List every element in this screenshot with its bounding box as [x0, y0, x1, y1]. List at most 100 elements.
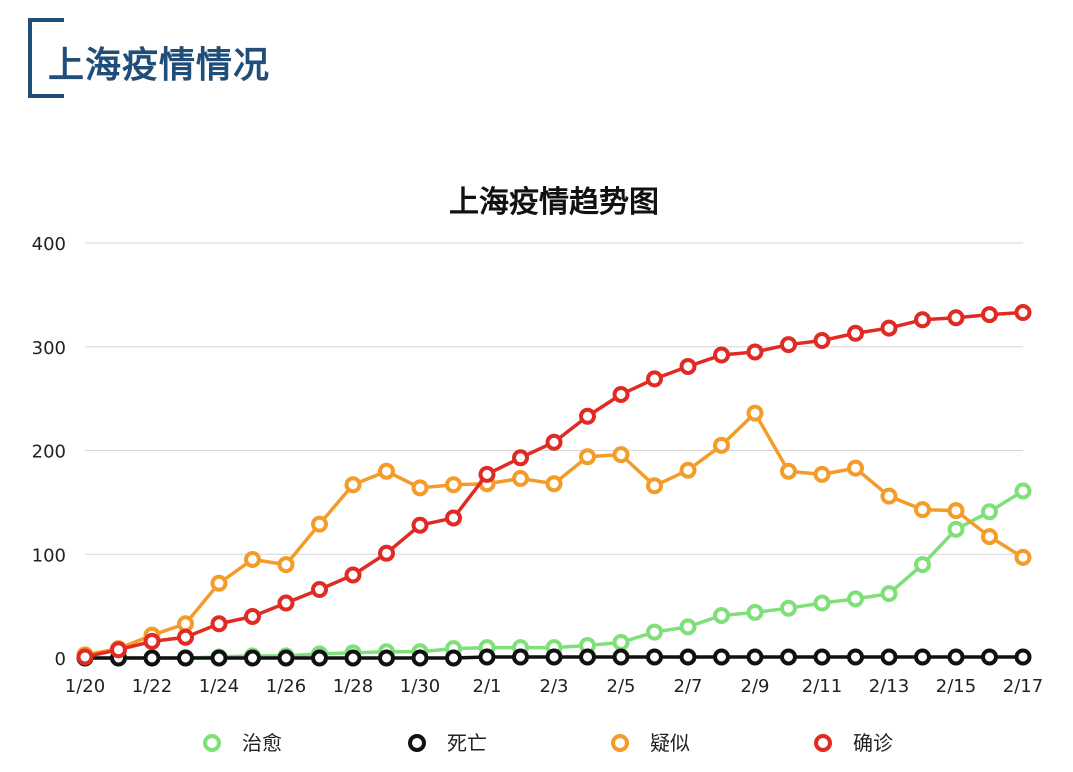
data-point — [244, 550, 261, 568]
data-point — [478, 465, 496, 483]
data-point — [847, 648, 864, 666]
y-tick-label: 200 — [32, 442, 66, 463]
data-point — [1014, 482, 1032, 500]
data-point — [378, 544, 395, 562]
data-point — [579, 407, 596, 425]
legend-label: 死亡 — [447, 731, 487, 755]
data-point — [981, 503, 998, 521]
legend-item: 疑似 — [611, 731, 690, 755]
legend-marker-icon — [814, 734, 832, 752]
x-tick-label: 1/26 — [266, 676, 306, 697]
y-tick-label: 100 — [32, 545, 66, 566]
data-point — [110, 641, 127, 659]
data-point — [579, 448, 596, 466]
data-point — [914, 556, 931, 574]
data-point — [277, 556, 295, 574]
chart-title: 上海疫情趋势图 — [449, 185, 659, 220]
data-point — [713, 606, 730, 624]
data-point — [780, 599, 797, 617]
data-point — [311, 515, 328, 533]
x-tick-label: 2/3 — [540, 676, 569, 697]
data-point — [780, 648, 797, 666]
x-tick-label: 1/22 — [132, 676, 172, 697]
data-point — [512, 470, 529, 488]
x-tick-label: 2/5 — [607, 676, 636, 697]
data-point — [445, 509, 462, 527]
data-point — [746, 603, 764, 621]
data-point — [646, 477, 663, 495]
data-point — [210, 649, 228, 667]
data-point — [177, 615, 194, 633]
legend-marker-icon — [203, 734, 221, 752]
title-bracket-decoration — [28, 18, 64, 98]
data-point — [177, 649, 194, 667]
x-tick-label: 1/20 — [65, 676, 105, 697]
series-2 — [76, 404, 1032, 664]
x-tick-label: 2/15 — [936, 676, 976, 697]
data-point — [679, 461, 697, 479]
data-point — [1014, 648, 1032, 666]
x-axis: 1/20 1/22 1/24 1/26 1/28 1/30 2/1 2/3 2/5 2/7 2/9 2… — [65, 676, 1043, 697]
data-point — [445, 649, 462, 667]
data-point — [679, 357, 697, 375]
data-point — [210, 615, 228, 633]
data-point — [344, 566, 362, 584]
x-tick-label: 2/7 — [674, 676, 703, 697]
legend-item: 死亡 — [408, 731, 487, 755]
data-point — [545, 475, 563, 493]
y-tick-label: 300 — [32, 338, 66, 359]
series-0 — [76, 482, 1032, 667]
data-point — [981, 528, 998, 546]
x-tick-label: 1/30 — [400, 676, 440, 697]
data-point — [545, 433, 563, 451]
data-point — [1014, 304, 1032, 322]
x-tick-label: 1/24 — [199, 676, 239, 697]
data-point — [579, 648, 596, 666]
data-point — [847, 324, 864, 342]
legend-marker-icon — [408, 734, 426, 752]
data-point — [914, 311, 931, 329]
data-point — [813, 594, 831, 612]
x-tick-label: 1/28 — [333, 676, 373, 697]
data-point — [244, 649, 261, 667]
data-point — [277, 649, 295, 667]
data-point — [947, 309, 965, 327]
data-point — [646, 623, 663, 641]
data-point — [344, 649, 362, 667]
data-point — [780, 336, 797, 354]
data-point — [947, 502, 965, 520]
data-point — [1014, 548, 1032, 566]
data-point — [76, 648, 94, 666]
series-layer — [76, 304, 1032, 667]
data-point — [612, 633, 630, 651]
data-point — [947, 648, 965, 666]
data-point — [813, 332, 831, 350]
data-point — [512, 449, 529, 467]
data-point — [713, 648, 730, 666]
data-point — [445, 476, 462, 494]
data-point — [746, 648, 764, 666]
x-tick-label: 2/1 — [473, 676, 502, 697]
data-point — [847, 590, 864, 608]
data-point — [311, 649, 328, 667]
data-point — [947, 520, 965, 538]
data-point — [880, 319, 898, 337]
data-point — [277, 594, 295, 612]
legend-item: 治愈 — [203, 731, 282, 755]
data-point — [411, 479, 429, 497]
legend-label: 疑似 — [650, 731, 690, 755]
y-axis: 0 100 200 300 400 — [32, 234, 66, 670]
page-title: 上海疫情情况 — [48, 45, 271, 86]
data-point — [679, 648, 697, 666]
data-point — [813, 648, 831, 666]
legend-item: 确诊 — [814, 731, 893, 755]
data-point — [981, 648, 998, 666]
data-point — [177, 628, 194, 646]
data-point — [880, 585, 898, 603]
data-point — [880, 648, 898, 666]
data-point — [612, 648, 630, 666]
data-point — [713, 346, 730, 364]
data-point — [143, 632, 161, 650]
data-point — [411, 649, 429, 667]
